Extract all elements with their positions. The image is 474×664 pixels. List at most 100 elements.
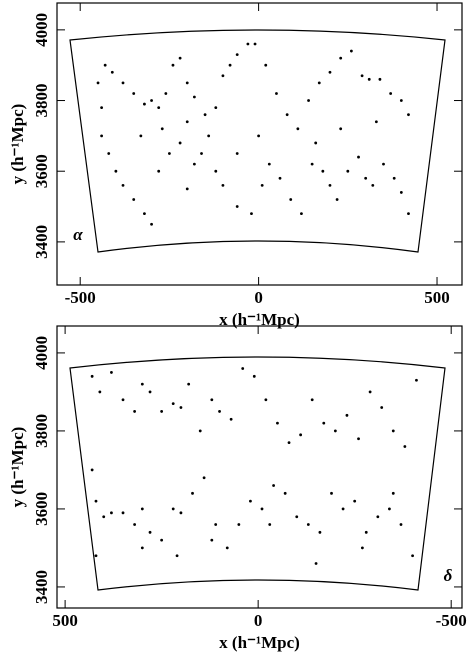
- point: [353, 499, 357, 503]
- point: [411, 554, 414, 558]
- point: [192, 162, 196, 166]
- survey-boundary: [69, 29, 446, 253]
- point: [171, 402, 175, 406]
- point: [257, 134, 261, 138]
- point: [368, 390, 372, 394]
- point: [367, 77, 371, 81]
- point: [185, 187, 189, 191]
- point: [346, 169, 350, 173]
- point: [225, 546, 229, 550]
- point: [371, 183, 375, 187]
- point: [407, 212, 410, 216]
- y-tick-label: 3400: [32, 570, 51, 604]
- x-axis-label: x (h⁻¹Mpc): [219, 633, 300, 652]
- point: [235, 152, 239, 155]
- y-tick-label: 3400: [32, 225, 51, 259]
- point: [110, 371, 113, 374]
- point: [96, 81, 100, 85]
- point: [268, 523, 272, 526]
- y-axis-label: y (h⁻¹Mpc): [8, 427, 27, 508]
- x-tick-label: -500: [65, 288, 96, 307]
- point: [121, 183, 125, 187]
- x-axis-label: x (h⁻¹Mpc): [219, 310, 300, 329]
- point: [378, 77, 382, 81]
- point: [221, 74, 225, 78]
- panel-label: α: [73, 225, 83, 244]
- point: [164, 92, 168, 95]
- point: [345, 413, 349, 417]
- point: [357, 437, 360, 441]
- point: [376, 515, 380, 519]
- point: [140, 382, 144, 386]
- point: [214, 523, 218, 526]
- point: [235, 53, 239, 56]
- point: [300, 212, 303, 216]
- point: [90, 468, 94, 472]
- point: [299, 433, 303, 437]
- point: [382, 162, 385, 166]
- point: [133, 523, 137, 526]
- point: [207, 134, 211, 138]
- point: [228, 63, 232, 67]
- point: [132, 198, 136, 201]
- point: [110, 70, 114, 74]
- point: [349, 49, 353, 53]
- point: [185, 120, 189, 124]
- point: [235, 205, 239, 208]
- point: [264, 398, 268, 402]
- point: [272, 484, 275, 487]
- point: [322, 421, 326, 425]
- point: [140, 546, 144, 550]
- point: [380, 406, 384, 409]
- point: [237, 523, 241, 526]
- point: [392, 176, 396, 180]
- point: [178, 56, 182, 60]
- x-tick-label: 500: [424, 288, 450, 307]
- point: [218, 410, 221, 413]
- point: [107, 152, 111, 155]
- x-tick-label: 0: [254, 288, 263, 307]
- point: [360, 74, 364, 78]
- point: [210, 398, 214, 402]
- point: [314, 141, 318, 145]
- point: [221, 183, 225, 187]
- point: [241, 367, 245, 370]
- point: [179, 511, 183, 515]
- point: [289, 198, 293, 201]
- point: [287, 441, 291, 445]
- point: [399, 523, 403, 526]
- point: [102, 515, 106, 519]
- point: [179, 406, 183, 409]
- point: [276, 421, 279, 425]
- y-tick-label: 3600: [32, 154, 51, 188]
- point: [157, 106, 161, 110]
- point: [110, 511, 113, 515]
- y-tick-label: 4000: [32, 13, 51, 47]
- x-tick-label: 0: [254, 611, 263, 630]
- point: [202, 476, 206, 480]
- point: [160, 538, 164, 542]
- point: [318, 530, 322, 534]
- point: [250, 212, 253, 216]
- point: [364, 176, 368, 180]
- point: [275, 92, 278, 95]
- point: [192, 95, 196, 99]
- point: [360, 546, 364, 550]
- point: [267, 162, 271, 166]
- x-tick-label: -500: [436, 611, 467, 630]
- point: [407, 113, 410, 117]
- point: [133, 410, 137, 413]
- point: [121, 81, 125, 85]
- y-tick-label: 3800: [32, 84, 51, 118]
- point: [103, 63, 107, 67]
- point: [364, 530, 368, 534]
- point: [317, 81, 321, 85]
- point: [246, 42, 250, 46]
- point: [278, 176, 282, 180]
- point: [306, 523, 310, 526]
- point: [341, 507, 345, 511]
- point: [140, 507, 144, 511]
- point: [171, 507, 175, 511]
- point: [148, 390, 152, 394]
